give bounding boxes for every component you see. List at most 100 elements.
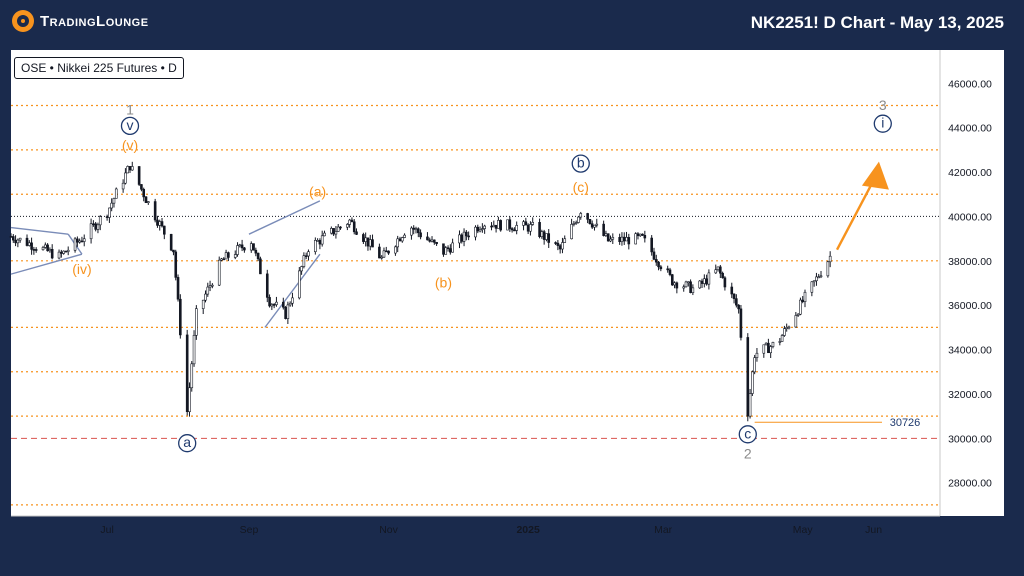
candle-body (346, 224, 349, 228)
instrument-label: OSE • Nikkei 225 Futures • D (21, 61, 177, 75)
candle-body (433, 239, 436, 243)
projection-arrow-shaft (835, 181, 874, 251)
candle-body (650, 237, 653, 253)
candle-body (176, 277, 180, 300)
candle-body (371, 239, 374, 248)
y-tick-label: 28000.00 (948, 478, 992, 490)
candle-body (714, 269, 718, 274)
wave-circle (120, 116, 140, 136)
candle-body (320, 235, 324, 245)
candle-body (34, 249, 38, 251)
candle-body (398, 238, 402, 242)
logo-icon (12, 10, 34, 32)
candle-body (705, 278, 708, 285)
x-tick-label: Mar (654, 524, 673, 536)
candle-body (767, 342, 770, 354)
channel-line (248, 200, 321, 235)
candle-body (586, 213, 589, 220)
candle-body (384, 250, 388, 253)
y-tick-label: 30000.00 (948, 433, 992, 445)
x-tick-label: Sep (240, 524, 259, 536)
candle-body (783, 328, 786, 336)
candle-body (643, 234, 647, 239)
candle-body (529, 224, 532, 232)
candle-body (513, 229, 516, 232)
candle-body (121, 182, 125, 190)
candle-body (28, 242, 31, 246)
candle-body (211, 284, 214, 287)
candle-body (16, 239, 20, 244)
candle-body (158, 221, 162, 226)
candle-body (803, 291, 807, 303)
candle-body (419, 232, 422, 238)
candle-body (82, 238, 86, 242)
candle-body (233, 254, 237, 258)
y-tick-label: 44000.00 (948, 123, 992, 135)
candle-body (314, 240, 317, 252)
candle-body (787, 326, 791, 329)
candle-body (318, 240, 322, 245)
candle-body (298, 270, 301, 299)
x-tick-label: Jun (865, 524, 882, 536)
candle-body (538, 222, 541, 237)
candle-body (144, 196, 148, 204)
candle-body (403, 234, 406, 238)
candle-body (561, 242, 564, 250)
candle-body (270, 304, 274, 307)
candle-body (579, 213, 583, 218)
candle-body (588, 219, 592, 225)
wave-label: (c) (573, 179, 589, 195)
wave-label: (v) (122, 137, 138, 153)
candle-body (160, 221, 164, 227)
candle-body (108, 207, 111, 218)
candle-body (595, 223, 599, 226)
candle-body (128, 166, 132, 171)
candle-body (334, 231, 338, 235)
candle-body (627, 237, 631, 245)
y-tick-label: 40000.00 (948, 211, 992, 223)
candle-body (380, 256, 383, 259)
wave-label: (iv) (72, 261, 91, 277)
y-tick-label: 34000.00 (948, 345, 992, 357)
low-marker-label: 30726 (890, 417, 921, 429)
candle-body (563, 238, 567, 243)
candle-body (76, 238, 79, 243)
candle-body (467, 235, 470, 238)
candle-body (746, 337, 750, 417)
y-tick-label: 32000.00 (948, 389, 992, 401)
candle-body (204, 293, 207, 301)
candle-body (57, 251, 61, 259)
candle-body (124, 172, 127, 184)
candle-body (426, 236, 429, 241)
candle-body (506, 219, 509, 231)
x-tick-label: Jul (100, 524, 113, 536)
candle-body (769, 346, 772, 354)
candle-body (524, 221, 528, 226)
candle-body (224, 252, 228, 260)
candle-body (156, 219, 159, 226)
candle-body (522, 221, 525, 226)
candle-body (126, 166, 129, 174)
candle-body (476, 226, 480, 232)
candle-body (254, 249, 258, 254)
candle-body (719, 266, 722, 274)
wave-label: 3 (879, 97, 887, 113)
candle-body (817, 276, 821, 279)
candle-body (739, 308, 743, 338)
candle-body (78, 240, 81, 243)
candle-body (73, 238, 77, 251)
logo-text: TradingLounge (40, 12, 149, 30)
candle-body (137, 166, 141, 185)
candle-body (368, 239, 372, 247)
candle-body (195, 308, 198, 336)
candle-body (572, 223, 576, 225)
candle-body (252, 243, 255, 251)
candle-body (259, 258, 262, 275)
candle-body (698, 280, 702, 289)
candle-body (428, 239, 432, 242)
candle-body (307, 251, 310, 257)
candle-body (625, 237, 628, 242)
candle-body (44, 244, 47, 248)
candle-body (11, 236, 15, 241)
